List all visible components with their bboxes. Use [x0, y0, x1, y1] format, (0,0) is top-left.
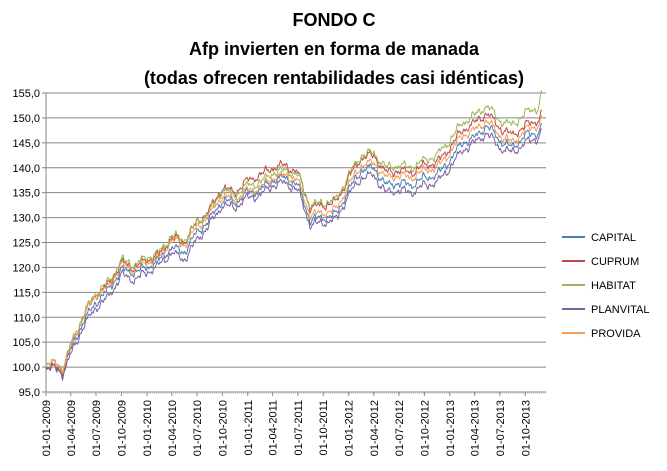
x-tick-label: 01-10-2010 [217, 400, 229, 456]
series-line-habitat [45, 90, 543, 374]
x-tick-label: 01-10-2013 [520, 400, 532, 456]
legend-label-cuprum: CUPRUM [591, 256, 639, 268]
x-tick-label: 01-04-2012 [369, 400, 381, 456]
y-tick-label: 150,0 [12, 113, 40, 125]
x-tick-label: 01-04-2009 [66, 400, 78, 456]
x-tick-label: 01-01-2009 [41, 400, 53, 456]
y-tick-label: 115,0 [13, 287, 40, 299]
series-line-provida [45, 115, 543, 375]
x-tick-label: 01-07-2011 [293, 400, 305, 455]
series-line-cuprum [45, 109, 543, 376]
gridlines [42, 92, 546, 393]
x-tick-label: 01-07-2012 [394, 400, 406, 456]
chart-title-line-2: Afp invierten en forma de manada [189, 39, 480, 59]
y-tick-label: 135,0 [12, 188, 40, 200]
x-tick-label: 01-07-2010 [192, 400, 204, 456]
y-tick-label: 125,0 [12, 238, 40, 250]
y-tick-label: 140,0 [12, 163, 40, 175]
series-line-capital [45, 122, 543, 378]
x-tick-label: 01-04-2013 [470, 400, 482, 456]
x-tick-label: 01-10-2009 [116, 400, 128, 456]
series-lines [45, 90, 543, 381]
series-line-planvital [45, 128, 543, 381]
legend-label-provida: PROVIDA [591, 328, 641, 340]
x-tick-label: 01-04-2010 [167, 400, 179, 456]
x-tick-label: 01-07-2009 [91, 400, 103, 456]
legend: CAPITAL CUPRUM HABITAT PLANVITAL PROVIDA [562, 232, 650, 340]
chart-title-line-3: (todas ofrecen rentabilidades casi idént… [144, 68, 524, 88]
x-tick-label: 01-01-2010 [142, 400, 154, 456]
y-tick-label: 130,0 [12, 213, 40, 225]
x-tick-label: 01-07-2013 [495, 400, 507, 456]
legend-label-planvital: PLANVITAL [591, 304, 650, 316]
y-tick-label: 110,0 [13, 312, 40, 324]
chart-title-line-1: FONDO C [293, 10, 376, 30]
y-tick-label: 105,0 [12, 337, 40, 349]
x-tick-label: 01-04-2011 [268, 400, 280, 455]
x-tick-label: 01-01-2012 [344, 400, 356, 456]
legend-label-habitat: HABITAT [591, 280, 636, 292]
y-tick-label: 95,0 [19, 387, 40, 399]
y-tick-label: 100,0 [12, 362, 40, 374]
legend-label-capital: CAPITAL [591, 232, 636, 244]
y-tick-label: 120,0 [12, 262, 40, 274]
x-tick-label: 01-01-2013 [445, 400, 457, 456]
x-tick-label: 01-01-2011 [243, 400, 255, 455]
y-tick-label: 155,0 [12, 88, 40, 100]
y-tick-label: 145,0 [12, 138, 40, 150]
y-axis-ticks: 95,0 100,0 105,0 110,0 115,0 120,0 125,0 130,0 1… [12, 88, 40, 399]
x-tick-label: 01-10-2011 [318, 400, 330, 455]
x-tick-label: 01-10-2012 [419, 400, 431, 456]
x-axis-ticks: 01-01-2009 01-04-2009 01-07-2009 01-10-2009… [41, 392, 546, 456]
